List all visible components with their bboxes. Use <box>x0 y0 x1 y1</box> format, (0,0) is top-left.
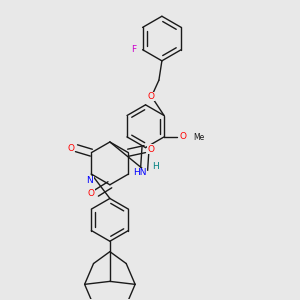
Text: N: N <box>86 176 93 185</box>
Text: Me: Me <box>193 133 204 142</box>
Text: O: O <box>87 189 94 198</box>
Text: H: H <box>153 162 159 171</box>
Text: O: O <box>147 145 154 154</box>
Text: F: F <box>131 45 136 54</box>
Text: O: O <box>67 144 74 153</box>
Text: O: O <box>180 132 187 141</box>
Text: HN: HN <box>134 168 147 177</box>
Text: O: O <box>148 92 155 101</box>
